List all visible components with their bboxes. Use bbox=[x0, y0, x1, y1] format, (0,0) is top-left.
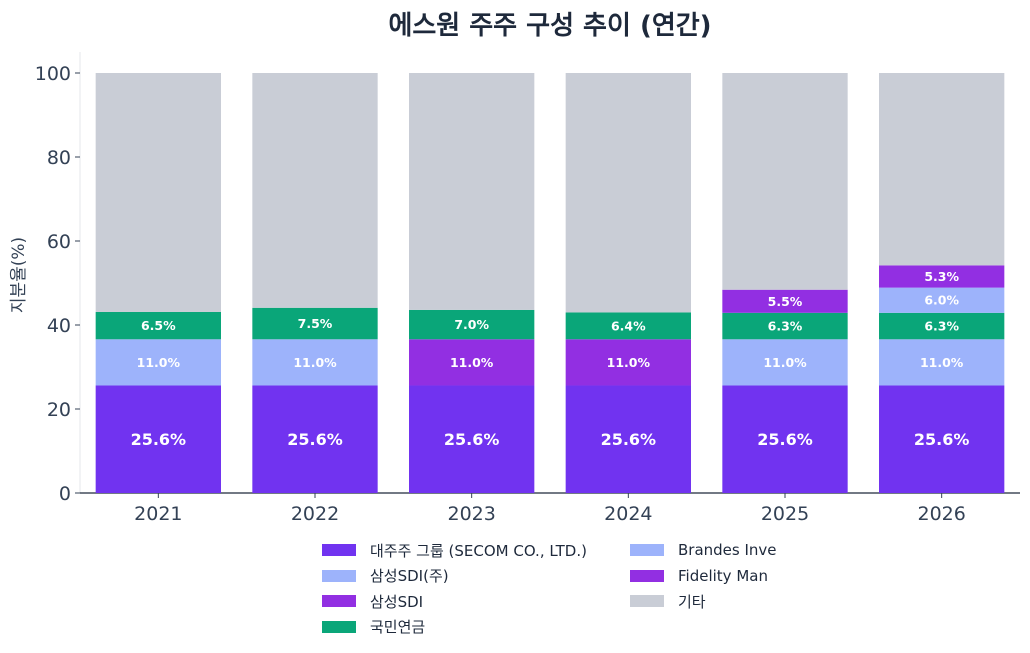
bar-segment-2023-2 bbox=[409, 339, 535, 386]
x-tick-label: 2025 bbox=[761, 503, 809, 525]
bar-segment-2021-3 bbox=[95, 311, 221, 340]
legend-item: 삼성SDI(주) bbox=[322, 564, 449, 588]
y-tick-label: 0 bbox=[59, 483, 71, 505]
bar-segment-2021-6 bbox=[95, 73, 221, 312]
bar-segment-2023-0 bbox=[409, 385, 535, 493]
legend-item: 국민연금 bbox=[322, 615, 425, 639]
legend-swatch bbox=[322, 569, 356, 582]
bar-segment-2025-5 bbox=[722, 289, 848, 313]
bar-segment-2024-0 bbox=[565, 385, 691, 493]
bar-segment-2022-0 bbox=[252, 385, 378, 493]
legend-swatch bbox=[630, 544, 664, 556]
data-label: 11.0% bbox=[920, 355, 964, 370]
data-label: 6.5% bbox=[141, 318, 176, 333]
data-label: 25.6% bbox=[131, 430, 187, 449]
y-tick-label: 80 bbox=[47, 147, 71, 169]
x-tick-label: 2023 bbox=[447, 503, 495, 525]
x-tick-label: 2024 bbox=[604, 503, 652, 525]
chart-legend: 대주주 그룹 (SECOM CO., LTD.) 삼성SDI(주) 삼성SDI 국민연… bbox=[322, 538, 842, 648]
data-label: 7.0% bbox=[454, 317, 489, 332]
y-tick-label: 40 bbox=[47, 315, 71, 337]
bar-segment-2025-0 bbox=[722, 385, 848, 493]
data-label: 11.0% bbox=[607, 355, 651, 370]
y-tick-label: 100 bbox=[35, 63, 71, 85]
bar-segment-2022-3 bbox=[252, 307, 378, 340]
legend-label: 기타 bbox=[678, 592, 706, 611]
data-label: 7.5% bbox=[298, 316, 333, 331]
legend-label: Fidelity Man bbox=[678, 566, 768, 585]
data-label: 25.6% bbox=[601, 430, 657, 449]
bar-segment-2026-1 bbox=[879, 339, 1005, 386]
y-tick-label: 20 bbox=[47, 399, 71, 421]
legend-label: Brandes Inve bbox=[678, 541, 777, 559]
bar-segment-2021-1 bbox=[95, 339, 221, 386]
bar-segment-2024-6 bbox=[565, 73, 691, 313]
data-label: 6.4% bbox=[611, 318, 646, 333]
plot-area: 0 20 40 60 80 100 25.6% 11.0% 6.5% 2021 25.6% 11.0%… bbox=[35, 52, 1020, 525]
bar-segment-2022-6 bbox=[252, 73, 378, 308]
bar-segment-2026-6 bbox=[879, 73, 1005, 266]
y-axis-label: 지분율(%) bbox=[9, 237, 29, 313]
legend-swatch bbox=[322, 544, 356, 556]
legend-item: 삼성SDI bbox=[322, 589, 423, 613]
data-label: 6.3% bbox=[768, 319, 803, 334]
x-tick-label: 2026 bbox=[917, 503, 965, 525]
legend-swatch bbox=[630, 595, 664, 607]
legend-item: 대주주 그룹 (SECOM CO., LTD.) bbox=[322, 538, 587, 562]
data-label: 5.5% bbox=[768, 294, 803, 309]
data-label: 5.3% bbox=[924, 269, 959, 284]
data-label: 11.0% bbox=[450, 355, 494, 370]
bar-segment-2026-0 bbox=[879, 385, 1005, 493]
bar-segment-2021-0 bbox=[95, 385, 221, 493]
data-label: 25.6% bbox=[757, 430, 813, 449]
bar-segment-2025-1 bbox=[722, 339, 848, 386]
bar-segment-2024-2 bbox=[565, 339, 691, 386]
x-tick-label: 2021 bbox=[134, 503, 182, 525]
legend-label: 대주주 그룹 (SECOM CO., LTD.) bbox=[370, 541, 587, 560]
bar-segment-2023-3 bbox=[409, 309, 535, 340]
legend-swatch bbox=[322, 595, 356, 607]
legend-label: 삼성SDI(주) bbox=[370, 567, 449, 585]
data-label: 6.0% bbox=[924, 293, 959, 308]
data-label: 25.6% bbox=[914, 430, 970, 449]
legend-swatch bbox=[630, 569, 664, 582]
data-label: 11.0% bbox=[137, 355, 181, 370]
data-label: 11.0% bbox=[763, 355, 807, 370]
legend-item: 기타 bbox=[630, 589, 706, 613]
bar-segment-2026-5 bbox=[879, 265, 1005, 288]
legend-swatch bbox=[322, 620, 356, 633]
data-label: 6.3% bbox=[924, 319, 959, 334]
legend-item: Fidelity Man bbox=[630, 564, 768, 588]
data-label: 11.0% bbox=[293, 355, 337, 370]
bar-segment-2024-3 bbox=[565, 312, 691, 340]
data-label: 25.6% bbox=[287, 430, 343, 449]
x-tick-label: 2022 bbox=[291, 503, 339, 525]
bar-segment-2025-6 bbox=[722, 73, 848, 290]
data-label: 25.6% bbox=[444, 430, 500, 449]
legend-item: Brandes Inve bbox=[630, 538, 777, 562]
legend-label: 삼성SDI bbox=[370, 592, 424, 611]
chart-title: 에스원 주주 구성 추이 (연간) bbox=[388, 11, 711, 41]
bar-segment-2023-6 bbox=[409, 73, 535, 310]
y-tick-label: 60 bbox=[47, 231, 71, 253]
bar-segment-2026-4 bbox=[879, 287, 1005, 313]
bar-segment-2025-3 bbox=[722, 312, 848, 340]
bar-segment-2026-3 bbox=[879, 312, 1005, 340]
bar-segment-2022-1 bbox=[252, 339, 378, 386]
legend-label: 국민연금 bbox=[370, 618, 426, 636]
